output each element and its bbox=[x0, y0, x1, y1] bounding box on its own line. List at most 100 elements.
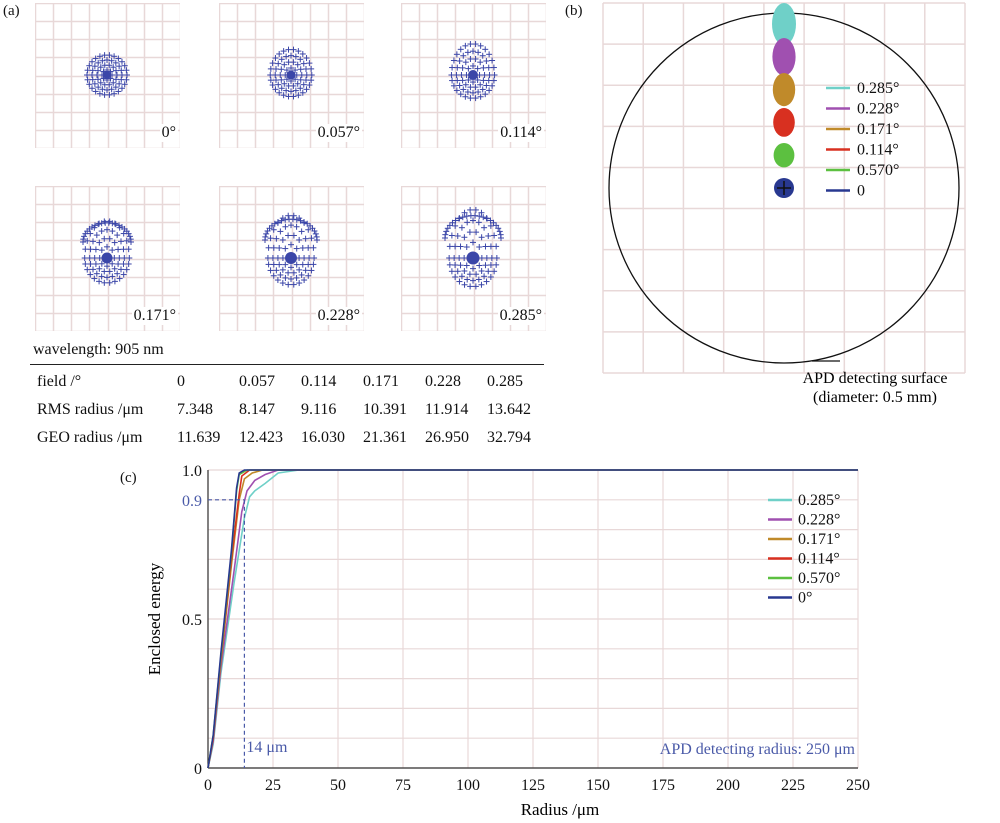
table-cell: 0.114 bbox=[301, 373, 337, 390]
y-axis-label: Enclosed energy bbox=[145, 562, 164, 675]
table-cell: 13.642 bbox=[487, 401, 531, 418]
spot-core bbox=[468, 70, 478, 80]
chart-series bbox=[207, 469, 858, 769]
y-tick-label: 1.0 bbox=[182, 463, 202, 480]
spot-diagram-2: 0.114° bbox=[401, 3, 546, 148]
table-cell: 26.950 bbox=[425, 429, 469, 446]
table-cell: 32.794 bbox=[487, 429, 531, 446]
series-line bbox=[207, 469, 858, 769]
panel-label-b: (b) bbox=[565, 3, 583, 19]
table-cell: 12.423 bbox=[239, 429, 283, 446]
chart-annotation: APD detecting radius: 250 μm bbox=[660, 741, 856, 758]
table-row: field /° 0 0.057 0.114 0.171 0.228 0.285 bbox=[37, 368, 549, 396]
detector-surface-label: APD detecting surface bbox=[803, 370, 948, 387]
spot-field-label: 0.114° bbox=[498, 124, 544, 142]
spot-core bbox=[101, 252, 113, 264]
spot-field-label: 0.228° bbox=[315, 307, 362, 325]
series-line bbox=[207, 469, 858, 769]
table-cell: 9.116 bbox=[301, 401, 337, 418]
table-cell: 0 bbox=[177, 373, 185, 390]
spot-core bbox=[285, 252, 297, 264]
spot-diagram-0: 0° bbox=[35, 3, 180, 148]
row-header: RMS radius /μm bbox=[37, 401, 144, 418]
spot-grid bbox=[219, 3, 364, 148]
chart-axes: 0 25 50 75 100 125 150 175 200 225 250 0 0.5 1.0 bbox=[182, 463, 870, 794]
legend-label: 0 bbox=[857, 183, 865, 200]
spot-diagram-1: 0.057° bbox=[219, 3, 364, 148]
x-tick-label: 150 bbox=[586, 777, 610, 794]
spot-field-label: 0° bbox=[159, 124, 178, 142]
legend-label: 0.570° bbox=[857, 162, 899, 179]
x-tick-label: 175 bbox=[651, 777, 675, 794]
series-line bbox=[207, 469, 858, 769]
spot-diagram-3: 0.171° bbox=[35, 186, 180, 331]
table-cell: 11.639 bbox=[177, 429, 221, 446]
metrics-table: field /° 0 0.057 0.114 0.171 0.228 0.285… bbox=[37, 368, 549, 452]
legend-label: 0.114° bbox=[798, 551, 840, 568]
spot-blob bbox=[773, 143, 795, 168]
spot-field-label: 0.057° bbox=[315, 124, 362, 142]
table-row: RMS radius /μm 7.348 8.147 9.116 10.391 … bbox=[37, 396, 549, 424]
spot-grid bbox=[401, 3, 546, 148]
spot-blobs bbox=[772, 3, 796, 198]
chart-grid bbox=[207, 469, 859, 769]
x-tick-label: 200 bbox=[716, 777, 740, 794]
panel-label-a: (a) bbox=[3, 3, 20, 19]
spot-core bbox=[286, 70, 296, 80]
row-header: field /° bbox=[37, 373, 82, 390]
x-tick-label: 225 bbox=[781, 777, 805, 794]
table-cell: 0.171 bbox=[363, 373, 399, 390]
table-cell: 0.057 bbox=[239, 373, 275, 390]
legend-label: 0.228° bbox=[798, 512, 840, 529]
legend-label: 0° bbox=[798, 590, 812, 607]
table-cell: 7.348 bbox=[177, 401, 213, 418]
x-axis-label: Radius /μm bbox=[521, 800, 600, 819]
panel-label-c: (c) bbox=[120, 470, 137, 486]
table-cell: 8.147 bbox=[239, 401, 275, 418]
table-cell: 0.228 bbox=[425, 373, 461, 390]
detector-footprint-chart: 0.285° 0.228° 0.171° 0.114° 0.570° 0 APD dete… bbox=[602, 2, 966, 406]
legend-label: 0.171° bbox=[798, 531, 840, 548]
table-cell: 16.030 bbox=[301, 429, 345, 446]
spot-core bbox=[103, 71, 111, 79]
reference-x-label: 14 μm bbox=[246, 739, 288, 756]
series-line bbox=[207, 469, 858, 769]
legend-label: 0.171° bbox=[857, 121, 899, 138]
spot-grid bbox=[401, 186, 546, 331]
spot-grid bbox=[35, 186, 180, 331]
series-line bbox=[207, 469, 858, 769]
x-tick-label: 250 bbox=[846, 777, 870, 794]
table-cell: 21.361 bbox=[363, 429, 407, 446]
table-cell: 11.914 bbox=[425, 401, 469, 418]
x-tick-label: 0 bbox=[204, 777, 212, 794]
spot-field-label: 0.285° bbox=[497, 307, 544, 325]
y-tick-label: 0 bbox=[194, 761, 202, 778]
table-cell: 10.391 bbox=[363, 401, 407, 418]
spot-blob bbox=[772, 73, 796, 107]
reference-lines: 0.9 14 μm bbox=[182, 493, 288, 768]
wavelength-label: wavelength: 905 nm bbox=[33, 341, 164, 358]
detector-grid bbox=[602, 2, 966, 374]
spot-core bbox=[466, 251, 480, 265]
x-tick-label: 25 bbox=[265, 777, 281, 794]
legend-label: 0.285° bbox=[798, 492, 840, 509]
x-tick-label: 100 bbox=[456, 777, 480, 794]
row-header: GEO radius /μm bbox=[37, 429, 143, 446]
spot-blob bbox=[772, 3, 796, 45]
chart-legend: 0.285° 0.228° 0.171° 0.114° 0.570° 0° bbox=[768, 492, 840, 607]
x-tick-label: 50 bbox=[330, 777, 346, 794]
series-line bbox=[207, 469, 858, 769]
spot-diagram-5: 0.285° bbox=[401, 186, 546, 331]
spot-grid bbox=[35, 3, 180, 148]
table-row: GEO radius /μm 11.639 12.423 16.030 21.3… bbox=[37, 424, 549, 452]
spot-diagram-4: 0.228° bbox=[219, 186, 364, 331]
legend-label: 0.570° bbox=[798, 570, 840, 587]
legend-label: 0.228° bbox=[857, 101, 899, 118]
x-tick-label: 75 bbox=[395, 777, 411, 794]
detector-legend: 0.285° 0.228° 0.171° 0.114° 0.570° 0 bbox=[826, 80, 899, 200]
y-tick-label: 0.5 bbox=[182, 612, 202, 629]
x-tick-label: 125 bbox=[521, 777, 545, 794]
table-divider bbox=[30, 364, 544, 365]
detector-diameter-label: (diameter: 0.5 mm) bbox=[813, 389, 937, 406]
spot-blob bbox=[773, 108, 795, 137]
